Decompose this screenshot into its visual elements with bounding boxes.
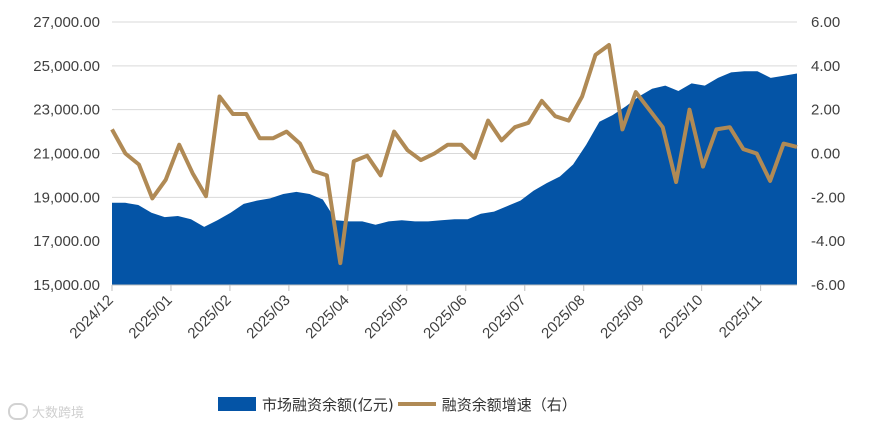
x-tick-label: 2025/07 <box>479 292 529 342</box>
watermark-text: 大数跨境 <box>32 406 85 421</box>
x-axis: 2024/12 2025/01 2025/02 2025/03 2025/04 2025/… <box>66 284 797 342</box>
area-series-margin-balance <box>112 71 797 285</box>
y-right-tick-label: 4.00 <box>811 58 840 75</box>
y-right-tick-label: 0.00 <box>811 146 840 163</box>
legend-label-line: 融资余额增速（右） <box>441 395 577 414</box>
x-tick-label: 2025/10 <box>656 292 706 342</box>
x-tick-label: 2025/02 <box>184 292 234 342</box>
legend-swatch-area <box>218 397 256 411</box>
watermark: 大数跨境 <box>8 402 84 421</box>
y-left-tick-label: 23,000.00 <box>33 102 100 119</box>
y-left-tick-label: 19,000.00 <box>33 189 100 206</box>
line-series-growth-rate <box>110 43 798 266</box>
x-tick-label: 2025/11 <box>716 292 766 342</box>
y-right-tick-label: 2.00 <box>811 102 840 119</box>
y-right-tick-label: -2.00 <box>811 189 845 206</box>
x-tick-label: 2025/05 <box>361 292 411 342</box>
x-tick-label: 2025/09 <box>597 292 647 342</box>
chart: 15,000.00 17,000.00 19,000.00 21,000.00 23,0… <box>33 14 845 342</box>
y-right-tick-label: -4.00 <box>811 233 845 250</box>
y-right-tick-label: 6.00 <box>811 14 840 31</box>
legend-item-line: 融资余额增速（右） <box>394 394 577 415</box>
watermark-logo-icon <box>8 403 28 420</box>
y-left-tick-label: 27,000.00 <box>33 14 100 31</box>
legend-label-area: 市场融资余额(亿元) <box>262 395 394 414</box>
x-tick-label: 2025/01 <box>125 292 175 342</box>
legend-swatch-line <box>397 402 436 406</box>
y-left-tick-label: 21,000.00 <box>33 146 100 163</box>
legend: 市场融资余额(亿元) 融资余额增速（右） <box>218 392 577 416</box>
line-series-layer <box>110 43 798 266</box>
y-left-tick-label: 17,000.00 <box>33 233 100 250</box>
x-tick-label: 2024/12 <box>66 292 116 342</box>
y-left-tick-label: 25,000.00 <box>33 58 100 75</box>
x-tick-label: 2025/06 <box>420 292 470 342</box>
y-left-tick-label: 15,000.00 <box>33 277 100 294</box>
y-right-tick-label: -6.00 <box>811 277 845 294</box>
right-axis: -6.00 -4.00 -2.00 0.00 2.00 4.00 6.00 <box>811 14 845 294</box>
left-axis: 15,000.00 17,000.00 19,000.00 21,000.00 23,0… <box>33 14 100 294</box>
x-tick-label: 2025/03 <box>243 292 293 342</box>
x-tick-label: 2025/08 <box>538 292 588 342</box>
area-series-layer <box>112 71 797 285</box>
legend-item-area: 市场融资余额(亿元) <box>218 394 394 415</box>
x-tick-label: 2025/04 <box>302 292 352 342</box>
